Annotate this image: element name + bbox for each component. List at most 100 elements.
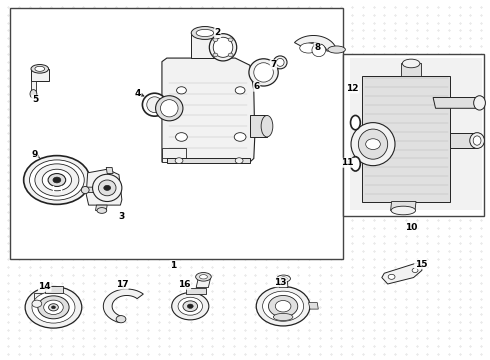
Circle shape: [175, 133, 187, 141]
Circle shape: [213, 38, 218, 41]
Circle shape: [104, 185, 111, 190]
Polygon shape: [45, 286, 63, 293]
Polygon shape: [186, 288, 206, 294]
Polygon shape: [309, 303, 318, 309]
Ellipse shape: [261, 116, 273, 137]
Circle shape: [24, 156, 90, 204]
Ellipse shape: [93, 174, 122, 202]
Ellipse shape: [199, 275, 207, 279]
Polygon shape: [191, 33, 218, 58]
Circle shape: [263, 291, 304, 321]
Ellipse shape: [98, 180, 116, 196]
Circle shape: [53, 177, 61, 183]
Circle shape: [256, 287, 310, 326]
Circle shape: [44, 300, 63, 315]
Circle shape: [49, 304, 58, 311]
Ellipse shape: [328, 46, 345, 53]
Circle shape: [178, 297, 202, 315]
Polygon shape: [103, 289, 144, 323]
Circle shape: [48, 174, 66, 186]
Ellipse shape: [350, 116, 360, 130]
Polygon shape: [279, 279, 288, 288]
Polygon shape: [294, 36, 337, 51]
Circle shape: [42, 169, 72, 191]
Polygon shape: [250, 116, 267, 137]
Circle shape: [234, 133, 246, 141]
Polygon shape: [106, 167, 113, 174]
Circle shape: [51, 306, 55, 309]
Circle shape: [235, 87, 245, 94]
Circle shape: [32, 300, 42, 307]
Ellipse shape: [147, 97, 162, 113]
Circle shape: [183, 301, 197, 312]
Ellipse shape: [213, 37, 233, 57]
Ellipse shape: [30, 90, 37, 98]
Ellipse shape: [391, 206, 416, 215]
Circle shape: [187, 304, 193, 309]
Ellipse shape: [209, 34, 237, 61]
Text: 6: 6: [254, 82, 260, 91]
Ellipse shape: [470, 133, 485, 148]
Polygon shape: [162, 58, 255, 162]
Circle shape: [32, 292, 75, 323]
Circle shape: [228, 53, 233, 57]
Ellipse shape: [350, 157, 360, 171]
Bar: [343, 54, 485, 216]
Polygon shape: [86, 169, 122, 205]
Polygon shape: [382, 263, 422, 284]
Text: 3: 3: [119, 212, 125, 221]
Circle shape: [366, 139, 380, 149]
Text: 17: 17: [116, 280, 128, 289]
Circle shape: [25, 287, 82, 328]
Circle shape: [29, 160, 84, 200]
Text: 16: 16: [178, 280, 191, 289]
Ellipse shape: [402, 59, 420, 68]
Polygon shape: [433, 98, 480, 108]
Ellipse shape: [473, 136, 481, 145]
Polygon shape: [31, 69, 49, 81]
Ellipse shape: [249, 59, 278, 86]
Text: 14: 14: [38, 282, 51, 291]
Ellipse shape: [196, 30, 214, 37]
Circle shape: [412, 268, 418, 273]
Circle shape: [172, 293, 209, 320]
Text: 9: 9: [32, 150, 38, 159]
Ellipse shape: [191, 27, 219, 40]
Text: 4: 4: [134, 89, 141, 98]
Ellipse shape: [474, 96, 486, 110]
Ellipse shape: [300, 43, 318, 53]
Polygon shape: [350, 58, 482, 211]
Ellipse shape: [97, 208, 107, 213]
Polygon shape: [96, 205, 107, 211]
Circle shape: [38, 296, 69, 319]
Ellipse shape: [358, 129, 388, 159]
Polygon shape: [450, 134, 477, 148]
Ellipse shape: [31, 64, 49, 73]
Ellipse shape: [160, 100, 178, 117]
Ellipse shape: [156, 96, 183, 121]
Polygon shape: [167, 158, 250, 163]
Text: 1: 1: [170, 261, 176, 270]
Ellipse shape: [81, 186, 89, 194]
Ellipse shape: [351, 123, 395, 166]
Circle shape: [213, 53, 218, 57]
Polygon shape: [31, 81, 36, 94]
Text: 12: 12: [346, 84, 359, 93]
Circle shape: [176, 87, 186, 94]
Ellipse shape: [312, 44, 326, 57]
Ellipse shape: [35, 66, 45, 71]
Polygon shape: [401, 63, 421, 76]
Polygon shape: [162, 153, 179, 162]
Ellipse shape: [280, 277, 287, 280]
Polygon shape: [162, 148, 186, 158]
Ellipse shape: [273, 314, 293, 320]
Polygon shape: [196, 277, 211, 288]
Circle shape: [228, 38, 233, 41]
Circle shape: [275, 301, 291, 312]
Ellipse shape: [143, 93, 167, 116]
Bar: [10, 8, 343, 259]
Text: 8: 8: [314, 43, 320, 52]
Text: 7: 7: [270, 60, 276, 69]
Ellipse shape: [273, 56, 287, 69]
Text: 15: 15: [415, 260, 427, 269]
